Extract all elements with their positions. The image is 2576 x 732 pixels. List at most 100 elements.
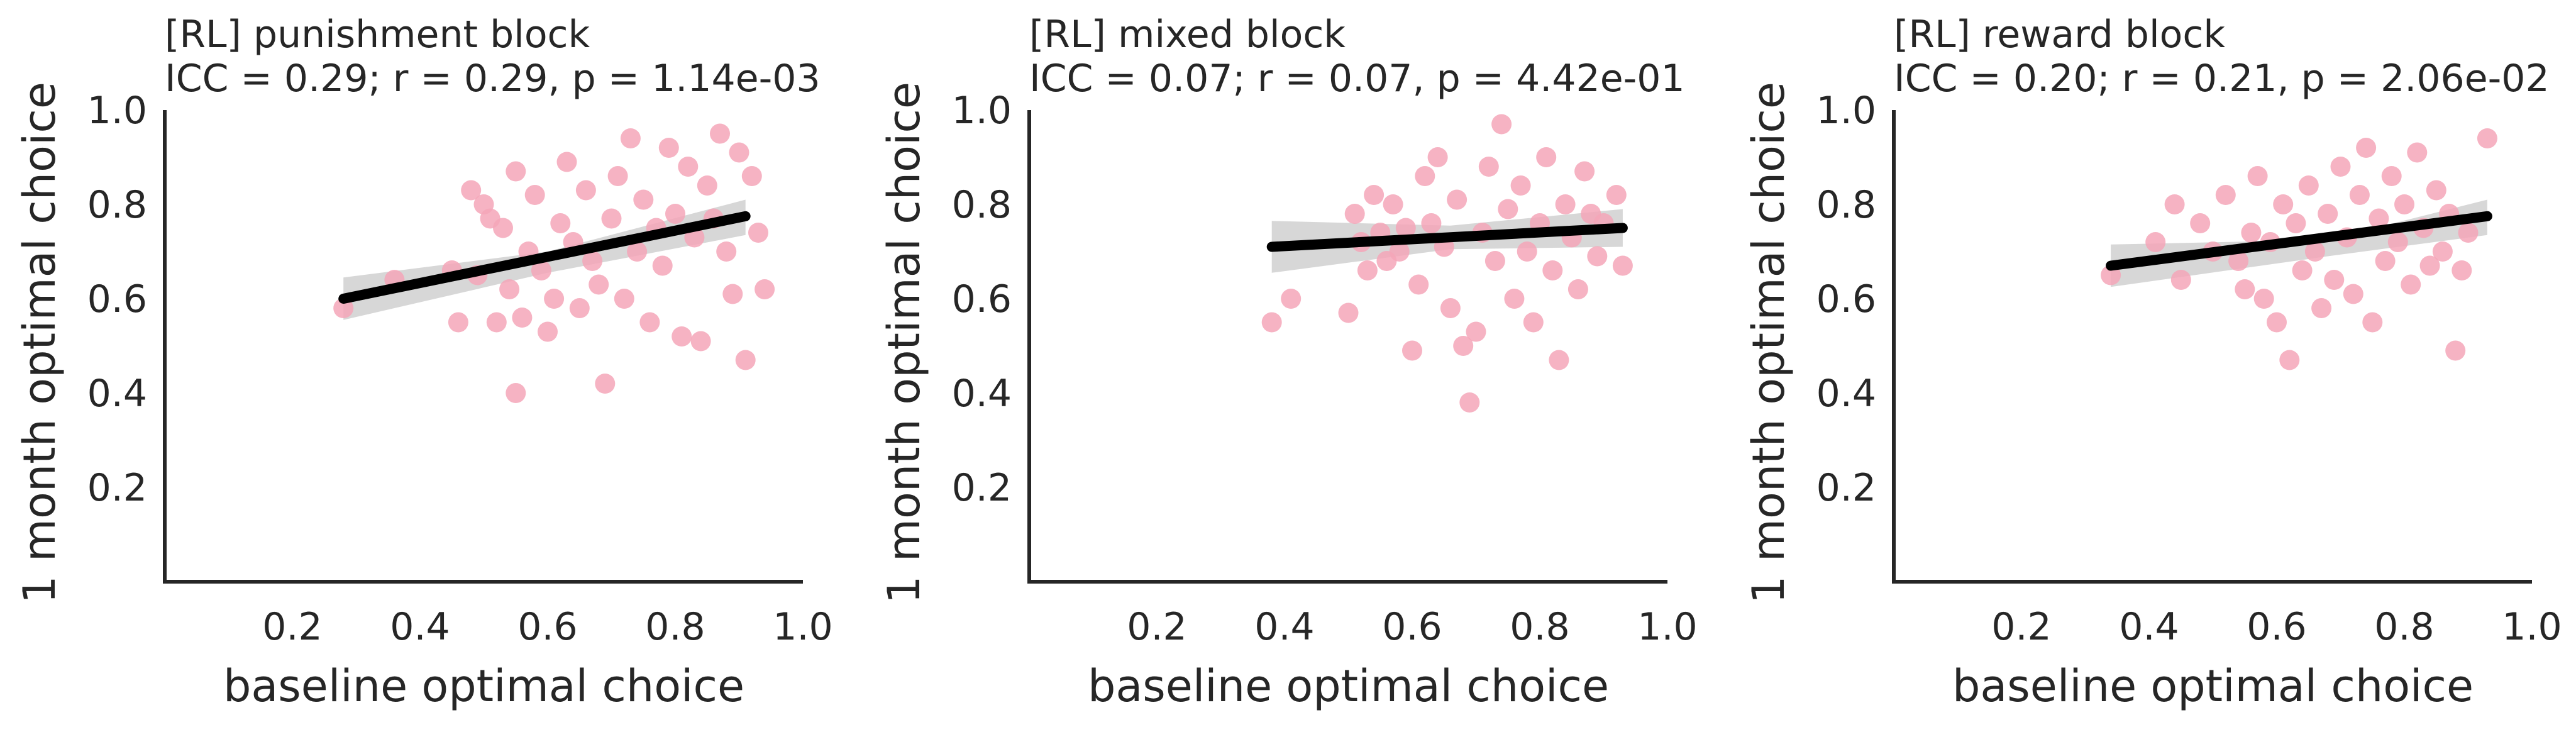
- x-tick-label: 0.6: [1382, 605, 1442, 649]
- data-point: [2286, 213, 2306, 233]
- data-point: [2279, 350, 2300, 370]
- data-point: [2235, 279, 2255, 299]
- x-axis-label: baseline optimal choice: [1088, 660, 1609, 712]
- y-tick-label: 0.6: [952, 277, 1012, 321]
- data-point: [2369, 208, 2389, 229]
- data-point: [1357, 260, 1378, 280]
- data-point: [1383, 194, 1403, 214]
- x-tick-label: 0.4: [2119, 605, 2179, 649]
- data-point: [601, 208, 622, 229]
- regression-line: [338, 211, 751, 304]
- data-point: [2426, 180, 2446, 201]
- x-tick-label: 0.2: [1127, 605, 1186, 649]
- data-point: [1389, 241, 1410, 262]
- data-point: [2247, 166, 2268, 186]
- data-point: [1344, 204, 1365, 224]
- x-tick-label: 0.4: [390, 605, 450, 649]
- data-point: [2381, 166, 2402, 186]
- data-point: [1395, 218, 1416, 238]
- y-tick-label: 0.4: [87, 372, 147, 416]
- data-point: [550, 213, 571, 233]
- data-point: [2267, 312, 2287, 333]
- data-point: [486, 312, 507, 333]
- data-point: [2330, 157, 2351, 177]
- data-point: [2253, 289, 2274, 309]
- data-point: [2215, 185, 2236, 205]
- data-point: [1523, 312, 1544, 333]
- regression-line: [2106, 211, 2492, 271]
- data-point: [639, 312, 660, 333]
- data-point: [741, 166, 762, 186]
- data-point: [1555, 194, 1576, 214]
- data-point: [1421, 213, 1442, 233]
- data-point: [1402, 340, 1422, 361]
- data-point: [589, 274, 609, 295]
- data-point: [2228, 251, 2249, 271]
- y-axis-label: 1 month optimal choice: [1743, 82, 1794, 604]
- data-point: [1415, 166, 1435, 186]
- data-point: [1261, 312, 1282, 333]
- data-point: [735, 350, 756, 370]
- data-point: [1453, 336, 1474, 356]
- data-point: [2419, 255, 2440, 276]
- y-tick-label: 0.4: [1816, 372, 1876, 416]
- data-point: [607, 166, 628, 186]
- data-point: [461, 180, 482, 201]
- data-point: [1427, 147, 1448, 167]
- data-point: [1504, 289, 1525, 309]
- data-point: [2477, 128, 2497, 148]
- data-point: [1281, 289, 1302, 309]
- data-point: [672, 326, 692, 347]
- data-point: [748, 223, 768, 243]
- y-tick-label: 0.8: [952, 183, 1012, 227]
- data-point: [1459, 392, 1480, 413]
- data-point: [2292, 260, 2313, 280]
- x-tick-label: 1.0: [773, 605, 832, 649]
- data-point: [729, 142, 749, 163]
- chart-title: [RL] reward block: [1894, 13, 2225, 57]
- data-point: [1364, 185, 1385, 205]
- data-point: [2343, 284, 2363, 304]
- data-point: [2304, 241, 2325, 262]
- y-tick-label: 0.2: [1816, 466, 1876, 510]
- y-axis-label: 1 month optimal choice: [14, 82, 65, 604]
- data-point: [1478, 157, 1499, 177]
- data-point: [2356, 138, 2377, 158]
- data-point: [2362, 312, 2383, 333]
- data-point: [627, 241, 648, 262]
- chart-title: [RL] mixed block: [1029, 13, 1346, 57]
- data-point: [2349, 185, 2370, 205]
- data-point: [544, 289, 565, 309]
- data-point: [506, 383, 526, 403]
- data-point: [2445, 340, 2466, 361]
- data-point: [448, 312, 468, 333]
- y-tick-label: 0.6: [87, 277, 147, 321]
- data-point: [1510, 175, 1531, 196]
- y-tick-label: 1.0: [87, 89, 147, 133]
- x-tick-label: 0.6: [2247, 605, 2306, 649]
- data-point: [1574, 161, 1595, 182]
- data-point: [2190, 213, 2211, 233]
- data-point: [333, 298, 354, 318]
- data-point: [1440, 298, 1461, 318]
- data-point: [697, 175, 717, 196]
- x-tick-label: 0.2: [262, 605, 322, 649]
- data-point: [755, 279, 775, 299]
- data-point: [1587, 246, 1608, 267]
- data-point: [2458, 223, 2479, 243]
- x-tick-label: 0.8: [645, 605, 705, 649]
- data-point: [1338, 302, 1359, 323]
- data-point: [722, 284, 743, 304]
- data-point: [690, 331, 711, 352]
- data-point: [2311, 298, 2332, 318]
- data-point: [2145, 232, 2166, 252]
- x-tick-label: 0.4: [1254, 605, 1314, 649]
- data-point: [2318, 204, 2338, 224]
- x-tick-label: 1.0: [1637, 605, 1697, 649]
- y-tick-label: 0.4: [952, 372, 1012, 416]
- data-point: [2170, 270, 2191, 290]
